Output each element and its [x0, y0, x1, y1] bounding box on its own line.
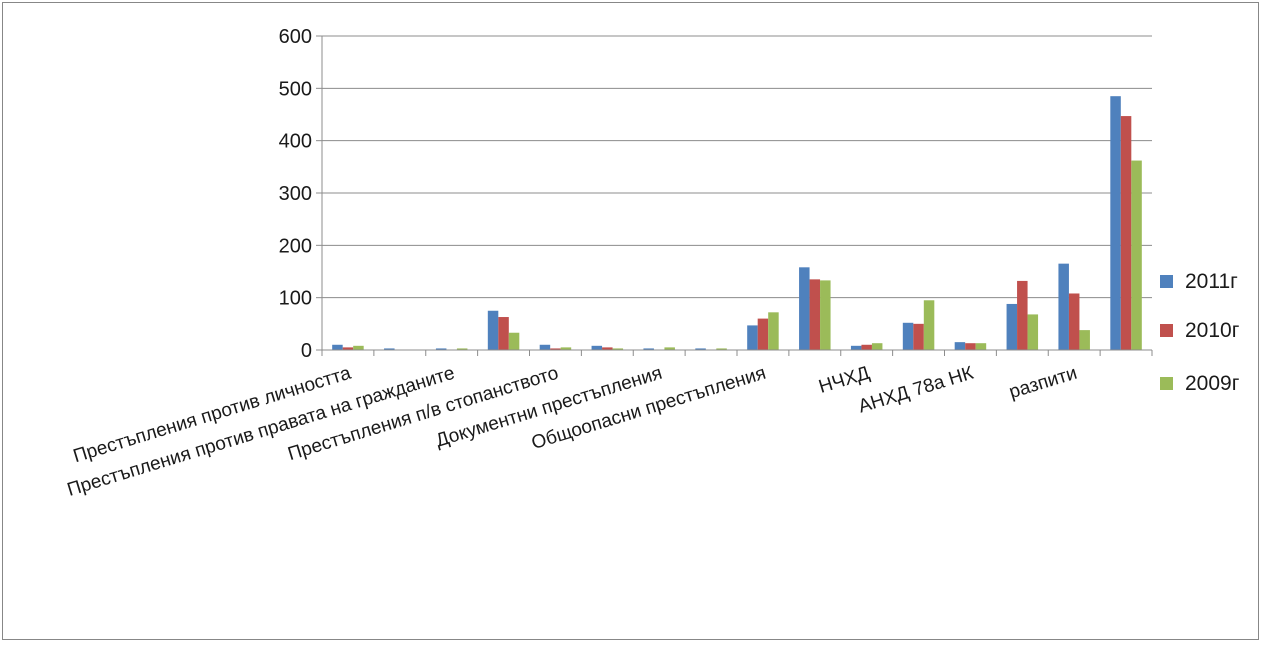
bar — [664, 347, 675, 350]
bar — [954, 342, 966, 350]
bar — [539, 344, 551, 350]
x-category-label: разпити — [1007, 363, 1080, 404]
bar — [498, 317, 509, 350]
bar — [1006, 303, 1018, 350]
bar — [1027, 314, 1039, 350]
bar — [612, 348, 624, 350]
bar — [871, 343, 883, 350]
bar — [1058, 263, 1069, 350]
legend-swatch — [1160, 324, 1173, 337]
bar — [965, 343, 976, 350]
bar — [487, 310, 499, 350]
bar — [384, 348, 395, 350]
bar — [435, 348, 447, 350]
bar — [902, 322, 914, 350]
legend-label: 2011г — [1185, 270, 1238, 293]
y-tick-label: 200 — [279, 235, 312, 257]
bar — [923, 300, 935, 350]
bar — [757, 318, 769, 350]
bar — [591, 345, 603, 350]
y-axis-ticks: 0 100 200 300 400 500 600 — [279, 26, 323, 362]
y-tick-label: 600 — [279, 26, 312, 48]
legend-swatch — [1160, 377, 1173, 390]
y-tick-label: 400 — [279, 131, 312, 153]
bar — [1017, 280, 1028, 350]
legend-label: 2010г — [1185, 319, 1240, 342]
bar — [913, 323, 924, 350]
y-tick-label: 500 — [279, 78, 312, 100]
bar — [1079, 330, 1090, 350]
bar — [820, 280, 831, 350]
bar — [332, 344, 343, 350]
legend-swatch — [1160, 275, 1173, 288]
bar — [1110, 96, 1121, 350]
bar — [1068, 293, 1080, 350]
bar — [508, 332, 520, 350]
legend-label: 2009г — [1185, 372, 1240, 395]
bars — [332, 96, 1142, 350]
x-axis — [321, 349, 1153, 356]
bar — [850, 345, 862, 350]
y-tick-label: 100 — [279, 288, 312, 310]
y-tick-label: 0 — [301, 340, 312, 362]
bar — [353, 345, 364, 350]
bar — [342, 347, 354, 350]
bar — [560, 347, 572, 350]
bar — [809, 279, 821, 350]
bar — [799, 267, 810, 350]
x-category-label: НЧХД — [816, 363, 872, 398]
bar — [975, 343, 987, 350]
x-category-label: АНХД 78а НК — [856, 363, 976, 418]
bar — [861, 344, 872, 350]
y-tick-label: 300 — [279, 183, 312, 205]
bar — [1120, 116, 1132, 350]
bar — [1131, 160, 1142, 350]
bar — [695, 348, 706, 350]
bar — [747, 325, 758, 350]
bar — [456, 348, 468, 350]
legend: 2011г 2010г 2009г — [1160, 270, 1240, 395]
bar — [716, 348, 727, 350]
bar — [768, 312, 779, 350]
bar — [602, 347, 613, 350]
x-axis-labels: Престъпления против личносттаПрестъплени… — [65, 363, 1080, 501]
bar — [550, 348, 561, 350]
bar — [643, 348, 654, 350]
